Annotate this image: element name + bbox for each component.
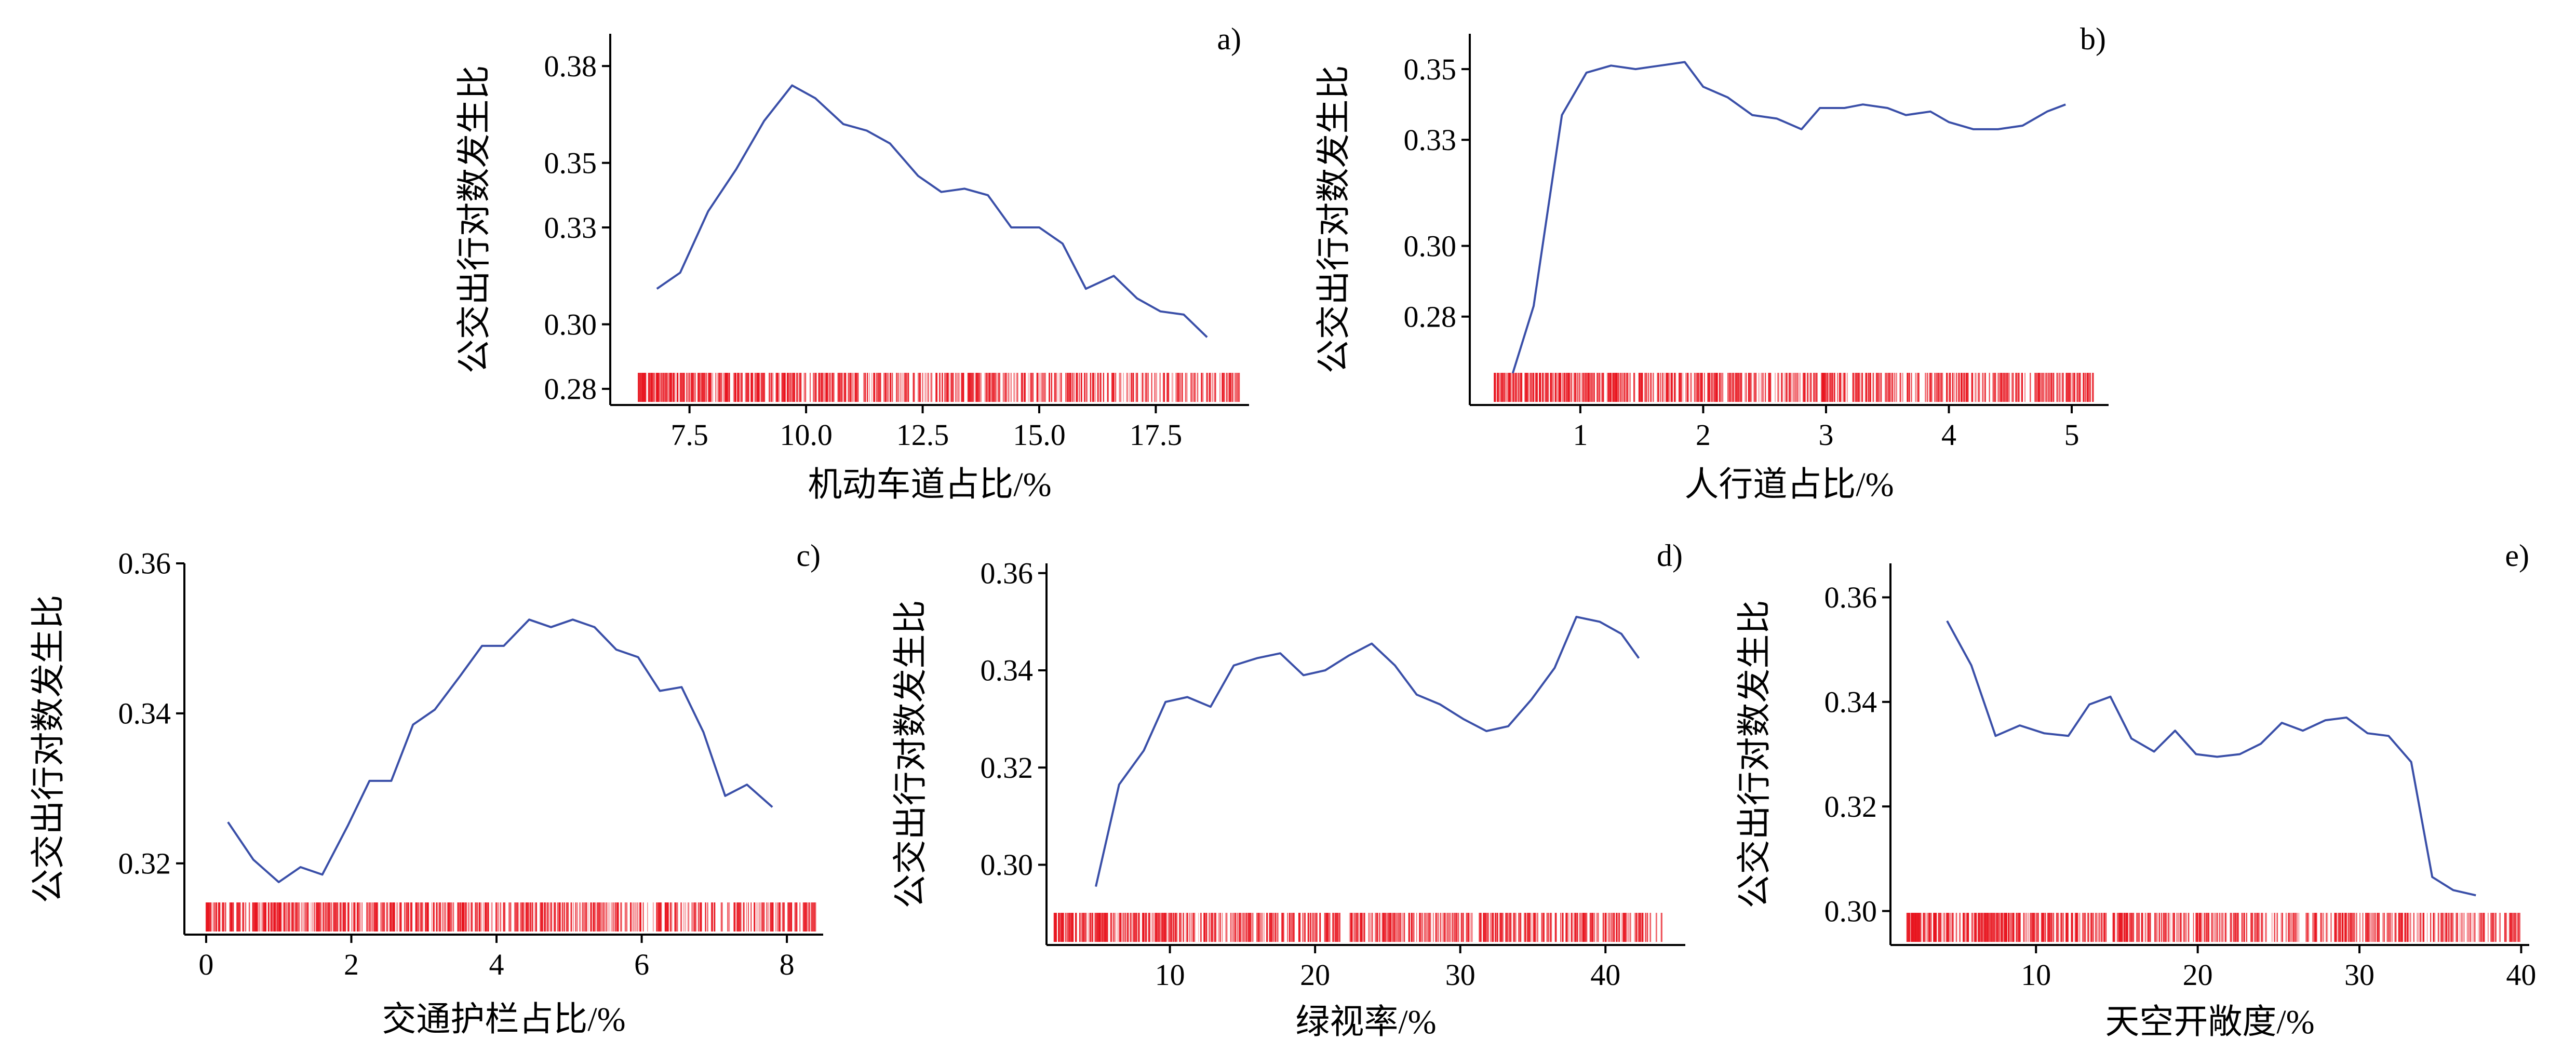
panel-label: e)	[2505, 538, 2529, 573]
y-tick-label: 0.30	[981, 848, 1034, 882]
x-axis-label: 机动车道占比/%	[808, 466, 1051, 504]
x-tick-label: 30	[2344, 958, 2374, 992]
y-tick-label: 0.32	[118, 846, 171, 880]
x-tick-label: 3	[1818, 418, 1833, 452]
y-tick-label: 0.35	[544, 146, 597, 180]
x-tick-label: 0	[198, 948, 213, 981]
x-tick-label: 7.5	[670, 418, 708, 452]
series-line	[1095, 616, 1640, 887]
x-tick-label: 15.0	[1013, 418, 1066, 452]
y-tick-label: 0.38	[544, 49, 597, 83]
y-axis-label: 公交出行对数发生比	[455, 65, 493, 374]
y-tick-label: 0.34	[118, 697, 171, 731]
x-tick-label: 30	[1445, 958, 1475, 992]
y-tick-label: 0.30	[544, 307, 597, 341]
chart-panel-e: 0.30 0.32 0.34 0.36 10 20 30 40 天空开敞度/% 公交出行对数发生比…	[1736, 538, 2536, 1041]
y-tick-label: 0.36	[981, 556, 1034, 590]
x-axis-label: 交通护栏占比/%	[382, 1001, 625, 1038]
x-tick-label: 40	[1590, 958, 1620, 992]
x-axis-label: 天空开敞度/%	[2105, 1003, 2314, 1041]
y-tick-label: 0.36	[118, 547, 171, 580]
y-tick-label: 0.32	[1824, 790, 1877, 824]
y-axis-label: 公交出行对数发生比	[1736, 600, 1774, 909]
y-tick-label: 0.34	[981, 654, 1034, 687]
x-tick-label: 40	[2506, 958, 2536, 992]
y-axis-label: 公交出行对数发生比	[892, 600, 930, 909]
panel-label: b)	[2080, 22, 2106, 56]
y-tick-label: 0.30	[1404, 229, 1457, 263]
series-line	[227, 618, 773, 883]
y-axis-label: 公交出行对数发生比	[1315, 65, 1353, 374]
rug-marks	[1906, 913, 2520, 942]
y-tick-label: 0.28	[544, 372, 597, 406]
x-tick-label: 2	[344, 948, 359, 981]
panel-label: a)	[1217, 22, 1241, 56]
y-axis-label: 公交出行对数发生比	[30, 595, 68, 903]
series-line	[1511, 61, 2066, 374]
series-line	[656, 84, 1208, 338]
x-tick-label: 12.5	[896, 418, 949, 452]
y-tick-label: 0.33	[1404, 123, 1457, 157]
y-tick-label: 0.33	[544, 211, 597, 245]
chart-panel-c: 0.32 0.34 0.36 0 2 4 6 8 交通护栏占比/% 公交出行对数发生比 c)	[30, 538, 823, 1038]
chart-panel-a: 0.28 0.30 0.33 0.35 0.38 7.5 10.0 12.5 15.0 17.5 机…	[455, 22, 1249, 504]
y-tick-label: 0.35	[1404, 52, 1457, 86]
series-line	[1946, 620, 2476, 897]
x-tick-label: 20	[1300, 958, 1330, 992]
x-tick-label: 10.0	[780, 418, 833, 452]
y-tick-label: 0.32	[981, 751, 1034, 785]
chart-panel-d: 0.30 0.32 0.34 0.36 10 20 30 40 绿视率/% 公交出行对数发生比 d)	[892, 538, 1685, 1041]
x-tick-label: 4	[1941, 418, 1956, 452]
x-tick-label: 10	[2021, 958, 2051, 992]
x-tick-label: 6	[634, 948, 649, 981]
x-tick-label: 4	[489, 948, 504, 981]
panel-label: d)	[1657, 538, 1683, 573]
chart-panel-b: 0.28 0.30 0.33 0.35 1 2 3 4 5 人行道占比/% 公交出行对数发生比 b)	[1315, 22, 2109, 504]
y-tick-label: 0.34	[1824, 685, 1877, 719]
y-tick-label: 0.30	[1824, 894, 1877, 928]
rug-marks	[637, 373, 1240, 402]
x-tick-label: 10	[1155, 958, 1185, 992]
x-tick-label: 5	[2064, 418, 2079, 452]
x-tick-label: 17.5	[1130, 418, 1183, 452]
y-tick-label: 0.28	[1404, 300, 1457, 333]
x-axis-label: 绿视率/%	[1295, 1003, 1436, 1041]
y-tick-label: 0.36	[1824, 580, 1877, 614]
x-tick-label: 8	[780, 948, 795, 981]
rug-marks	[1494, 373, 2094, 402]
x-tick-label: 20	[2183, 958, 2213, 992]
rug-marks	[1053, 913, 1663, 942]
x-tick-label: 2	[1696, 418, 1711, 452]
x-axis-label: 人行道占比/%	[1684, 466, 1894, 504]
x-tick-label: 1	[1573, 418, 1588, 452]
panel-label: c)	[796, 538, 821, 573]
rug-marks	[205, 902, 816, 932]
